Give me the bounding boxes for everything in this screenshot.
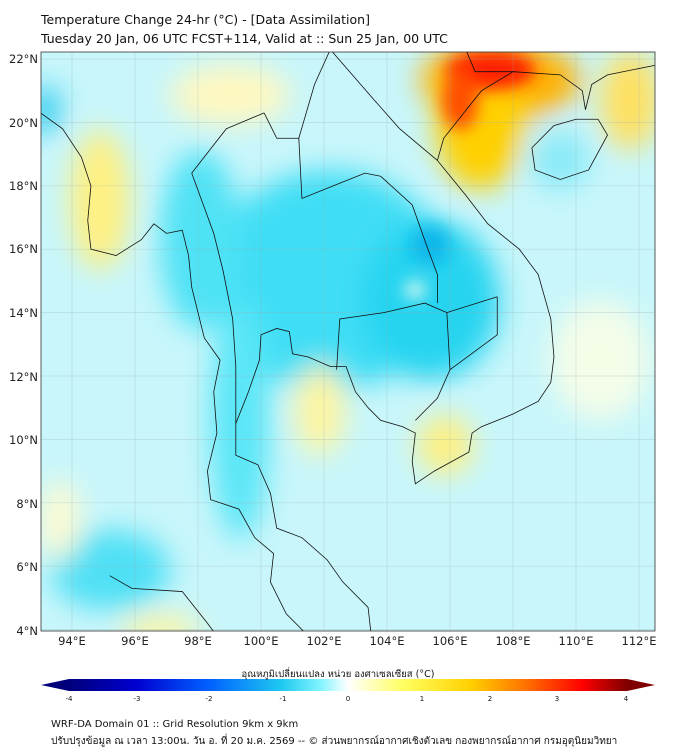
coastline-border: [41, 112, 304, 631]
lat-label: 18°N: [9, 179, 38, 193]
colorbar-tick: 4: [623, 695, 629, 703]
colorbar-title: อุณหภูมิเปลี่ยนแปลง หน่วย องศาเซลเซียส (…: [241, 669, 435, 680]
colorbar-tick: 0: [345, 695, 351, 703]
coastline-border: [298, 52, 330, 139]
coastline-border: [380, 175, 438, 304]
coastline-border: [109, 575, 214, 631]
lat-label: 14°N: [9, 306, 38, 320]
lat-label: 6°N: [16, 560, 38, 574]
lat-label: 22°N: [9, 52, 38, 66]
lon-label: 94°E: [58, 634, 86, 648]
lat-label: 12°N: [9, 370, 38, 384]
lat-label: 4°N: [16, 624, 38, 638]
lon-label: 98°E: [184, 634, 212, 648]
coastline-border: [531, 118, 608, 180]
temperature-change-map: [40, 51, 656, 691]
lat-label: 16°N: [9, 242, 38, 256]
coastline-border: [415, 312, 451, 421]
coastline-border: [512, 64, 655, 110]
chart-subtitle: Tuesday 20 Jan, 06 UTC FCST+114, Valid a…: [41, 31, 448, 46]
lat-label: 20°N: [9, 116, 38, 130]
coastline-border: [235, 52, 555, 631]
colorbar-tick: -1: [279, 695, 287, 703]
lat-label: 8°N: [16, 497, 38, 511]
lon-label: 102°E: [306, 634, 342, 648]
coastline-border: [449, 296, 498, 370]
colorbar-tick: 2: [487, 695, 493, 703]
lon-label: 110°E: [558, 634, 594, 648]
colorbar-tick: 1: [419, 695, 425, 703]
coastline-border: [191, 172, 237, 424]
lon-label: 106°E: [432, 634, 468, 648]
lat-label: 10°N: [9, 433, 38, 447]
coastline-border: [383, 296, 498, 314]
footer-credit: ปรับปรุงข้อมูล ณ เวลา 13:00น. วัน อ. ที่…: [51, 736, 618, 747]
lon-label: 96°E: [121, 634, 149, 648]
colorbar-tick: -2: [205, 695, 213, 703]
coastline-border: [263, 112, 381, 200]
colorbar-tick: -4: [65, 695, 73, 703]
lon-label: 112°E: [621, 634, 657, 648]
chart-title: Temperature Change 24-hr (°C) - [Data As…: [41, 12, 370, 27]
coastline-border: [191, 112, 265, 174]
colorbar: [41, 679, 655, 691]
map-field: [41, 52, 655, 631]
colorbar-tick: -3: [133, 695, 141, 703]
footer-model-info: WRF-DA Domain 01 :: Grid Resolution 9km …: [51, 719, 299, 730]
coastline-border: [336, 312, 384, 370]
lon-label: 108°E: [495, 634, 531, 648]
coastline-border: [331, 52, 438, 161]
colorbar-tick: 3: [554, 695, 560, 703]
lon-label: 100°E: [243, 634, 279, 648]
lon-label: 104°E: [369, 634, 405, 648]
